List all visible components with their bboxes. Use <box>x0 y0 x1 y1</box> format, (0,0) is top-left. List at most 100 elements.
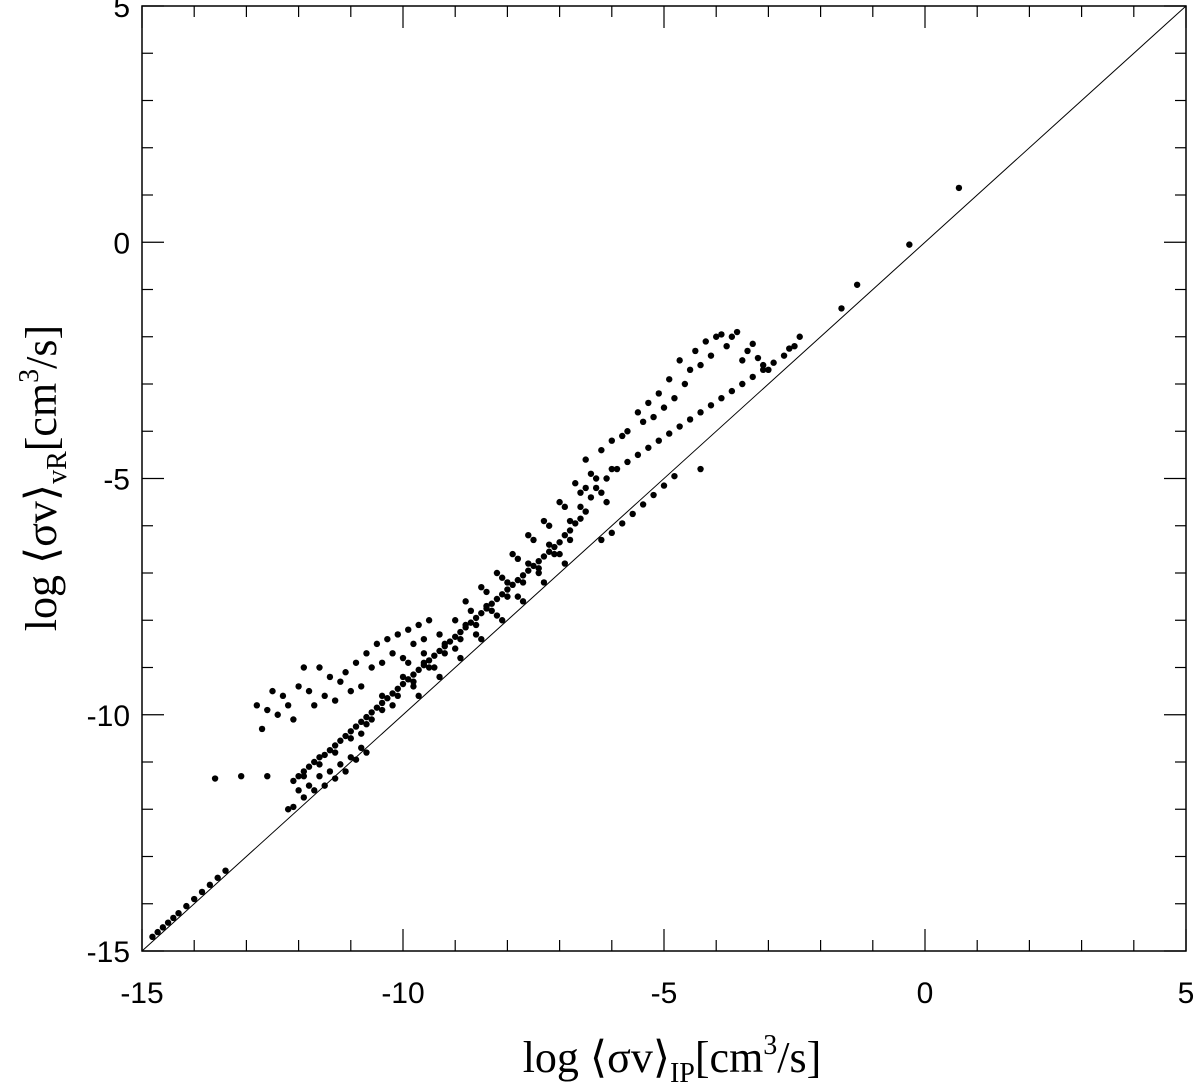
data-point <box>399 680 407 688</box>
data-point <box>671 394 678 402</box>
data-point <box>446 638 454 645</box>
data-point <box>666 430 673 437</box>
data-point <box>295 772 302 780</box>
x-tick-label: -15 <box>120 977 163 1010</box>
data-point <box>331 749 339 756</box>
data-point <box>425 657 433 664</box>
data-point <box>634 451 642 459</box>
data-point <box>295 683 302 690</box>
data-point <box>264 706 271 714</box>
data-point <box>368 664 375 671</box>
data-point <box>342 768 349 775</box>
tick-labels: -15 -10 -5 0 5 -15 -10 -5 0 5 <box>87 0 1195 1010</box>
data-point <box>300 772 308 780</box>
data-point <box>566 527 574 534</box>
data-point <box>452 633 459 640</box>
data-point <box>906 241 913 248</box>
data-point <box>540 579 548 586</box>
data-point <box>321 751 328 759</box>
data-point <box>389 702 396 709</box>
data-point <box>483 588 490 596</box>
data-point <box>331 775 339 782</box>
data-point <box>441 640 448 648</box>
data-point <box>410 671 417 678</box>
data-point <box>498 591 506 598</box>
data-point <box>749 373 756 381</box>
data-point <box>452 617 459 624</box>
data-point <box>253 702 261 709</box>
y-tick-label: 0 <box>113 227 130 260</box>
data-point <box>363 650 370 657</box>
data-point <box>352 756 360 763</box>
data-point <box>697 361 704 369</box>
minor-ticks <box>142 6 1186 951</box>
data-point <box>311 787 318 794</box>
data-point <box>483 602 490 610</box>
data-point <box>739 357 746 364</box>
y-tick-label: -15 <box>87 936 130 969</box>
data-point <box>290 803 297 811</box>
data-point <box>363 749 370 756</box>
data-point <box>598 446 605 454</box>
x-axis-title: log ⟨σv⟩IP[cm3/s] <box>523 1030 822 1086</box>
data-point <box>452 645 459 652</box>
data-point <box>264 772 271 780</box>
data-point <box>321 692 328 700</box>
data-point <box>613 465 621 473</box>
data-point <box>342 669 349 676</box>
data-point <box>723 343 730 350</box>
data-point <box>358 730 365 737</box>
data-point <box>399 673 407 681</box>
data-point <box>462 621 469 629</box>
data-point <box>514 555 522 563</box>
data-point <box>420 635 428 643</box>
data-point <box>410 640 417 648</box>
data-point <box>284 806 292 813</box>
data-point <box>598 489 605 496</box>
data-point <box>660 404 668 411</box>
data-point <box>759 361 767 369</box>
data-point <box>509 550 516 558</box>
data-point <box>436 631 443 638</box>
data-point <box>733 328 741 336</box>
data-point <box>540 517 548 525</box>
data-point <box>566 536 574 544</box>
data-point <box>378 699 386 707</box>
data-point <box>587 494 595 501</box>
data-point <box>739 380 746 388</box>
data-point <box>378 706 386 714</box>
data-point <box>358 683 365 690</box>
data-point <box>519 579 527 586</box>
data-point <box>525 560 532 567</box>
data-point <box>183 902 190 910</box>
data-point <box>493 595 501 603</box>
data-point <box>582 508 589 515</box>
data-point <box>582 484 589 492</box>
data-point <box>358 744 365 752</box>
data-point <box>311 758 318 766</box>
data-point <box>592 484 600 492</box>
data-point <box>791 343 798 350</box>
data-point <box>660 482 668 489</box>
data-point <box>410 678 417 685</box>
data-point <box>214 874 221 881</box>
data-point <box>478 609 485 617</box>
data-point <box>681 380 689 388</box>
data-point <box>619 432 626 440</box>
data-point <box>493 612 501 619</box>
data-point <box>149 933 156 941</box>
data-point <box>556 539 563 546</box>
data-point <box>608 437 615 444</box>
data-point <box>556 550 563 558</box>
data-point <box>425 664 433 671</box>
data-point <box>347 728 354 735</box>
data-point <box>728 387 736 395</box>
data-point <box>175 910 182 917</box>
data-point <box>639 501 647 508</box>
data-point <box>342 732 349 740</box>
data-point <box>504 593 511 600</box>
data-point <box>326 768 334 775</box>
data-point <box>311 702 318 709</box>
data-point <box>164 919 172 926</box>
data-point <box>697 465 704 473</box>
